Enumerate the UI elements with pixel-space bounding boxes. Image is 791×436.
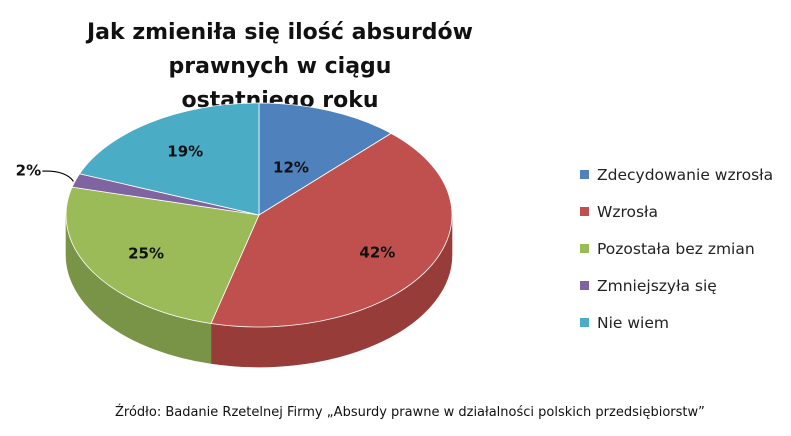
pie-slice-zdecydowanie-wzrosla [258, 102, 392, 216]
pie-top-group [65, 102, 453, 328]
legend-item-zmniejszyla-sie: Zmniejszyła się [580, 267, 773, 304]
data-label-zdecydowanie-wzrosla: 12% [273, 159, 309, 177]
legend-item-zdecydowanie-wzrosla: Zdecydowanie wzrosła [580, 156, 773, 193]
data-label-nie-wiem: 19% [167, 143, 203, 161]
legend-label: Zmniejszyła się [597, 276, 717, 295]
data-label-pozostala-bez-zmian: 25% [128, 244, 164, 262]
legend-swatch [580, 281, 589, 290]
chart-title: Jak zmieniła się ilość absurdów prawnych… [60, 16, 500, 118]
legend-swatch [580, 244, 589, 253]
pie-label-group: 12% 42% 25% 2% 19% [16, 143, 396, 263]
leader-line [42, 170, 74, 182]
pie-slice-wzrosla [210, 132, 453, 328]
data-label-zmniejszyla-sie: 2% [16, 162, 41, 180]
legend-swatch [580, 207, 589, 216]
legend-label: Wzrosła [597, 202, 658, 221]
legend-item-pozostala-bez-zmian: Pozostała bez zmian [580, 230, 773, 267]
legend-label: Pozostała bez zmian [597, 239, 755, 258]
legend-label: Zdecydowanie wzrosła [597, 165, 774, 184]
legend-swatch [580, 170, 589, 179]
legend-label: Nie wiem [597, 313, 669, 332]
pie-slice-pozostala-bez-zmian [65, 186, 260, 324]
data-label-wzrosla: 42% [359, 243, 395, 261]
legend-item-wzrosla: Wzrosła [580, 193, 773, 230]
chart-legend: Zdecydowanie wzrosła Wzrosła Pozostała b… [580, 156, 773, 341]
chart-title-line-1: Jak zmieniła się ilość absurdów prawnych… [87, 20, 473, 79]
legend-item-nie-wiem: Nie wiem [580, 304, 773, 341]
source-note: Źródło: Badanie Rzetelnej Firmy „Absurdy… [115, 405, 705, 420]
legend-swatch [580, 318, 589, 327]
pie-slice-nie-wiem [78, 102, 260, 216]
